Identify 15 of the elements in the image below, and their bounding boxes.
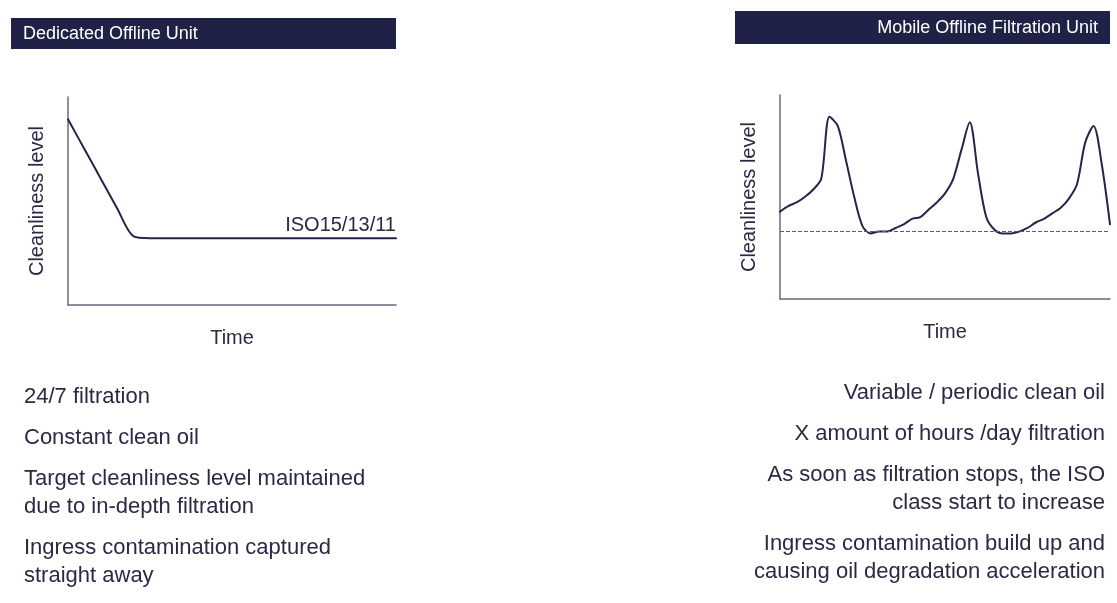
annotation: ISO15/13/11 (285, 213, 396, 236)
x-axis-title: Time (210, 326, 254, 348)
text: Target cleanliness level maintained due to in-depth filtration (24, 464, 367, 520)
chart-title: Mobile Offline Filtration Unit (735, 11, 1110, 44)
text: Variable / periodic clean oil (842, 378, 1105, 406)
text: Constant clean oil (24, 423, 200, 451)
text: Ingress contamination captured straight away (24, 533, 332, 589)
y-axis-title: Cleanliness level (737, 121, 759, 273)
text: As soon as filtration stops, the ISO class start to increase (766, 460, 1105, 516)
text: X amount of hours /day filtration (793, 419, 1105, 447)
text: Ingress contamination build up and causing oil degradation acceleration (753, 529, 1105, 585)
x-axis-title: Time (923, 320, 967, 342)
chart-title: Dedicated Offline Unit (11, 18, 396, 49)
y-axis-title: Cleanliness level (25, 125, 47, 277)
text: 24/7 filtration (24, 382, 151, 410)
